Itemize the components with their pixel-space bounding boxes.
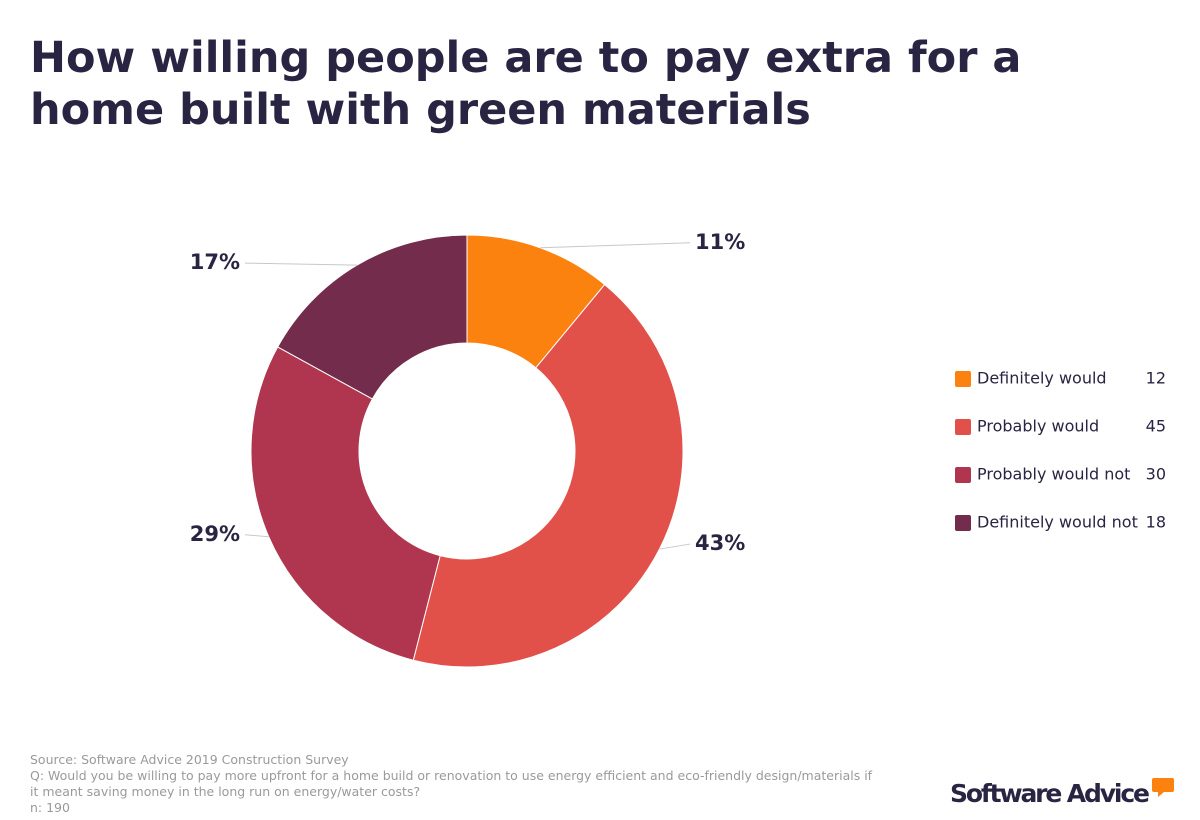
brand-logo: Software Advice [950,779,1150,808]
data-label: 11% [695,230,745,254]
legend-swatch [955,419,971,435]
legend-count: 12 [1146,369,1166,388]
question-note: it meant saving money in the long run on… [30,784,420,799]
legend-label: Probably would [977,417,1099,436]
legend-label: Probably would not [977,465,1130,484]
legend-swatch [955,467,971,483]
legend-label: Definitely would not [977,513,1138,532]
leader-line [244,262,358,266]
chart-title: How willing people are to pay extra for … [30,33,1021,83]
leader-line [540,242,691,249]
leader-line [659,543,691,550]
brand-icon [1152,778,1174,797]
legend-label: Definitely would [977,369,1107,388]
sample-note: n: 190 [30,800,70,815]
donut-slice [250,346,441,661]
data-label: 29% [190,522,240,546]
legend-swatch [955,371,971,387]
data-label: 43% [695,531,745,555]
chart-title: home built with green materials [30,85,811,135]
donut-slice [412,283,684,668]
question-note: Q: Would you be willing to pay more upfr… [30,768,873,783]
legend-count: 30 [1146,465,1166,484]
data-label: 17% [190,250,240,274]
legend-count: 18 [1146,513,1166,532]
source-note: Source: Software Advice 2019 Constructio… [30,752,349,767]
legend-swatch [955,515,971,531]
legend-count: 45 [1146,417,1166,436]
donut-slice [277,234,468,400]
leader-line [244,534,269,538]
